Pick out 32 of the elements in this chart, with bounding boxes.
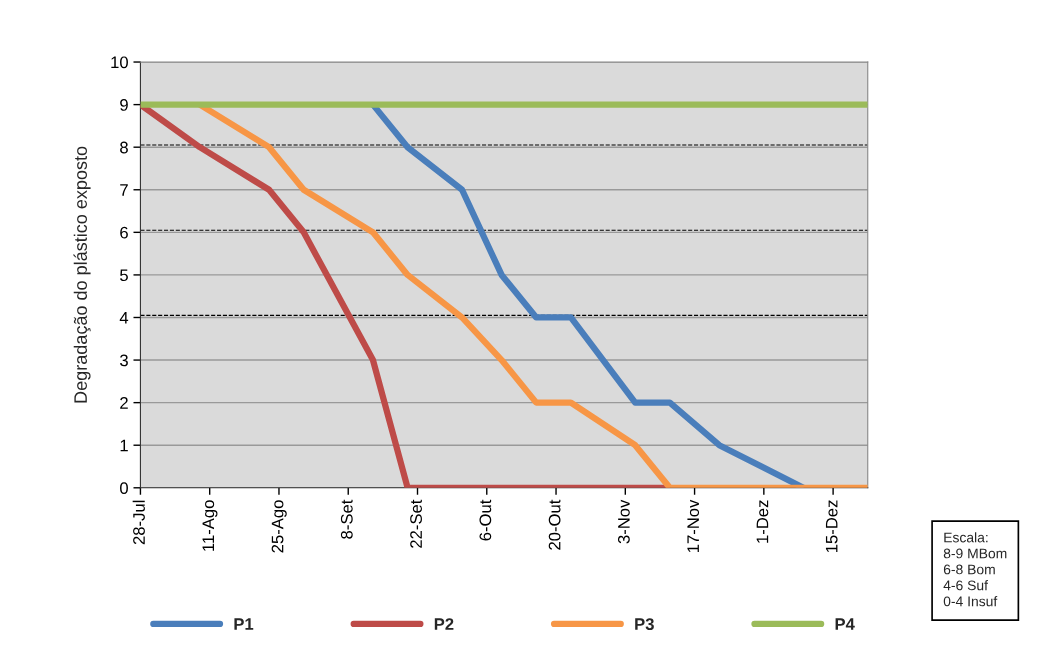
y-tick-label: 4 — [119, 312, 129, 324]
y-tick-label: 1 — [120, 439, 128, 452]
text: 6-8 Bom — [943, 564, 995, 575]
text: 4-6 Suf — [943, 580, 988, 591]
legend-label: P2 — [434, 618, 454, 630]
y-tick-label: 5 — [120, 269, 128, 282]
legend-label: P4 — [835, 618, 855, 630]
x-tick-label: 17-Nov — [687, 499, 700, 553]
y-tick-label: 8 — [120, 141, 128, 154]
x-tick-label: 11-Ago — [202, 500, 218, 551]
x-tick-label: 1-Dez — [756, 500, 769, 543]
x-tick-label: 25-Ago — [271, 500, 287, 553]
y-tick-label: 0 — [120, 482, 128, 494]
x-tick-label: 3-Nov — [617, 499, 630, 544]
y-tick-label: 9 — [120, 99, 128, 111]
text: 0-4 Insuf — [943, 596, 998, 607]
legend-label: P1 — [234, 618, 254, 630]
y-axis-title: Degradação do plástico exposto — [73, 146, 91, 403]
y-tick-label: 7 — [120, 184, 128, 196]
text: 8-9 MBom — [943, 548, 1007, 559]
y-tick-label: 3 — [119, 354, 128, 367]
legend-label: P3 — [635, 618, 654, 631]
y-tick-label: 6 — [120, 226, 128, 239]
y-tick-label: 10 — [111, 56, 128, 69]
x-tick-label: 8-Set — [340, 499, 353, 539]
text: Escala: — [944, 532, 988, 543]
x-tick-label: 28-Jul — [132, 500, 145, 545]
y-tick-label: 2 — [120, 397, 128, 409]
x-tick-label: 20-Out — [548, 499, 561, 550]
x-tick-label: 15-Dez — [825, 500, 838, 553]
x-tick-label: 22-Set — [410, 499, 422, 548]
x-tick-label: 6-Out — [479, 499, 492, 541]
